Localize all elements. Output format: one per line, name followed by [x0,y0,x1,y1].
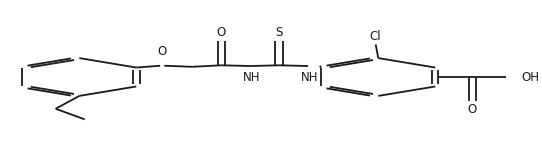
Text: O: O [217,26,226,39]
Text: NH: NH [243,71,261,84]
Text: O: O [468,103,477,116]
Text: Cl: Cl [370,30,382,43]
Text: NH: NH [301,71,319,84]
Text: OH: OH [521,71,539,83]
Text: O: O [157,45,166,58]
Text: S: S [275,26,283,39]
